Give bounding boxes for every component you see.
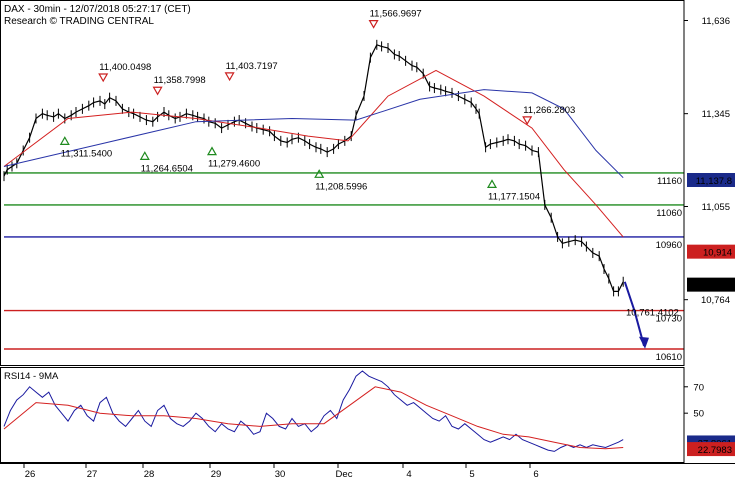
rsi-line	[3, 370, 624, 452]
price-badge: 10,811	[704, 281, 732, 292]
moving-average-slow-line	[3, 89, 624, 179]
level-label: 10610	[656, 352, 682, 363]
price-y-tick-label: 11,055	[702, 202, 730, 213]
x-tick-label: 28	[144, 469, 155, 480]
price-badge: 11,137.8	[696, 176, 732, 187]
peak-label: 11,400.0498	[99, 62, 151, 73]
price-badge-box	[687, 277, 735, 292]
rsi-y-tick-label: 70	[693, 382, 704, 393]
target-label: 10,761.4102	[626, 308, 679, 319]
level-label: 11060	[656, 208, 682, 219]
rsi-badge-box	[687, 442, 735, 457]
peak-label: 11,266.2803	[523, 105, 575, 116]
price-y-tick-label: 11,636	[702, 16, 730, 27]
trough-marker-icon	[59, 136, 70, 145]
forecast-arrow	[623, 281, 645, 347]
trough-marker-icon	[206, 146, 218, 156]
x-tick-label: 5	[469, 469, 474, 480]
trough-label: 11,279.4600	[208, 159, 260, 170]
peak-marker-icon	[152, 86, 163, 96]
price-y-tick-label: 11,345	[702, 109, 730, 120]
trough-label: 11,311.5400	[61, 148, 112, 159]
trough-label: 11,177.1504	[488, 191, 540, 202]
chart-title: DAX - 30min - 12/07/2018 05:27:17 (CET)	[4, 4, 191, 15]
peak-marker-icon	[98, 73, 109, 83]
level-label: 11160	[657, 176, 682, 187]
peak-label: 11,403.7197	[226, 61, 278, 72]
price-badge: 10,914	[703, 248, 732, 259]
x-tick-label: 29	[211, 469, 222, 480]
rsi-panel-frame	[0, 367, 685, 463]
moving-average-fast-line	[3, 69, 624, 238]
trough-marker-icon	[314, 169, 325, 178]
x-tick-label: 26	[25, 469, 36, 480]
rsi-moving-average-line	[3, 386, 624, 450]
x-tick-label: Dec	[336, 469, 353, 480]
rsi-panel-title: RSI14 - 9MA	[4, 371, 59, 382]
price-badge-box	[687, 244, 735, 259]
rsi-y-tick-label: 50	[693, 409, 704, 420]
x-tick-label: 4	[406, 469, 411, 480]
trough-label: 11,208.5996	[315, 181, 367, 192]
trough-marker-icon	[486, 179, 498, 189]
x-tick-label: 27	[87, 469, 98, 480]
x-tick-label: 30	[275, 469, 286, 480]
trough-marker-icon	[139, 151, 150, 160]
trough-label: 11,264.6504	[141, 163, 193, 174]
level-label: 10960	[656, 240, 682, 251]
level-label: 10730	[656, 314, 682, 325]
peak-label: 11,358.7998	[154, 75, 206, 86]
peak-marker-icon	[368, 19, 379, 29]
peak-marker-icon	[522, 116, 533, 126]
price-panel-frame	[0, 0, 685, 366]
chart-subtitle: Research © TRADING CENTRAL	[4, 16, 154, 27]
forecast-arrow-head	[639, 336, 649, 349]
price-line	[3, 44, 624, 292]
peak-label: 11,566.9697	[370, 9, 422, 20]
price-y-tick-label: 10,764	[701, 295, 730, 306]
rsi-badge: 22.7983	[698, 445, 732, 456]
x-tick-label: 6	[533, 469, 538, 480]
price-badge-box	[687, 173, 735, 188]
peak-marker-icon	[224, 72, 235, 82]
